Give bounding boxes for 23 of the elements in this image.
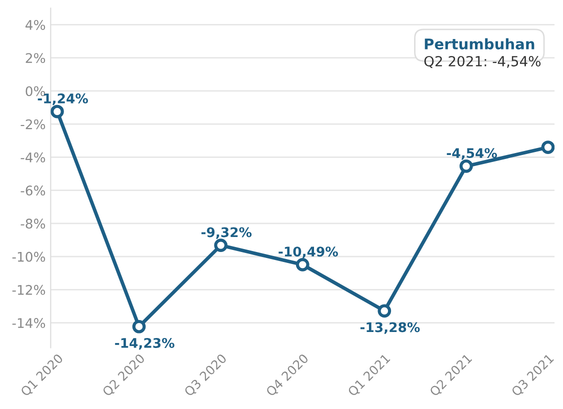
point bbox=[460, 159, 473, 173]
point bbox=[50, 104, 64, 118]
y-tick-label: -6% bbox=[20, 186, 46, 196]
point bbox=[214, 238, 228, 252]
data-label: -9,32% bbox=[201, 227, 252, 239]
annotation: Q2 2021: -4,54% bbox=[424, 56, 541, 68]
point bbox=[132, 320, 146, 334]
data-label: -10,49% bbox=[278, 246, 338, 258]
y-tick-label: -8% bbox=[20, 218, 46, 229]
y-tick-label: -4% bbox=[20, 152, 46, 162]
point bbox=[541, 140, 555, 154]
y-tick-label: -12% bbox=[12, 284, 46, 295]
annotation: Pertumbuhan bbox=[424, 38, 534, 50]
y-tick-label: -14% bbox=[12, 318, 46, 328]
point bbox=[296, 258, 310, 272]
data-label: -14,23% bbox=[115, 338, 174, 350]
point bbox=[378, 304, 392, 318]
data-label: -13,28% bbox=[360, 322, 420, 334]
y-tick-label: 2% bbox=[26, 53, 46, 64]
y-tick-label: -10% bbox=[12, 252, 46, 262]
y-tick-label: 4% bbox=[26, 20, 46, 30]
data-label: -4,54% bbox=[446, 148, 497, 160]
y-tick-label: -2% bbox=[20, 119, 46, 130]
